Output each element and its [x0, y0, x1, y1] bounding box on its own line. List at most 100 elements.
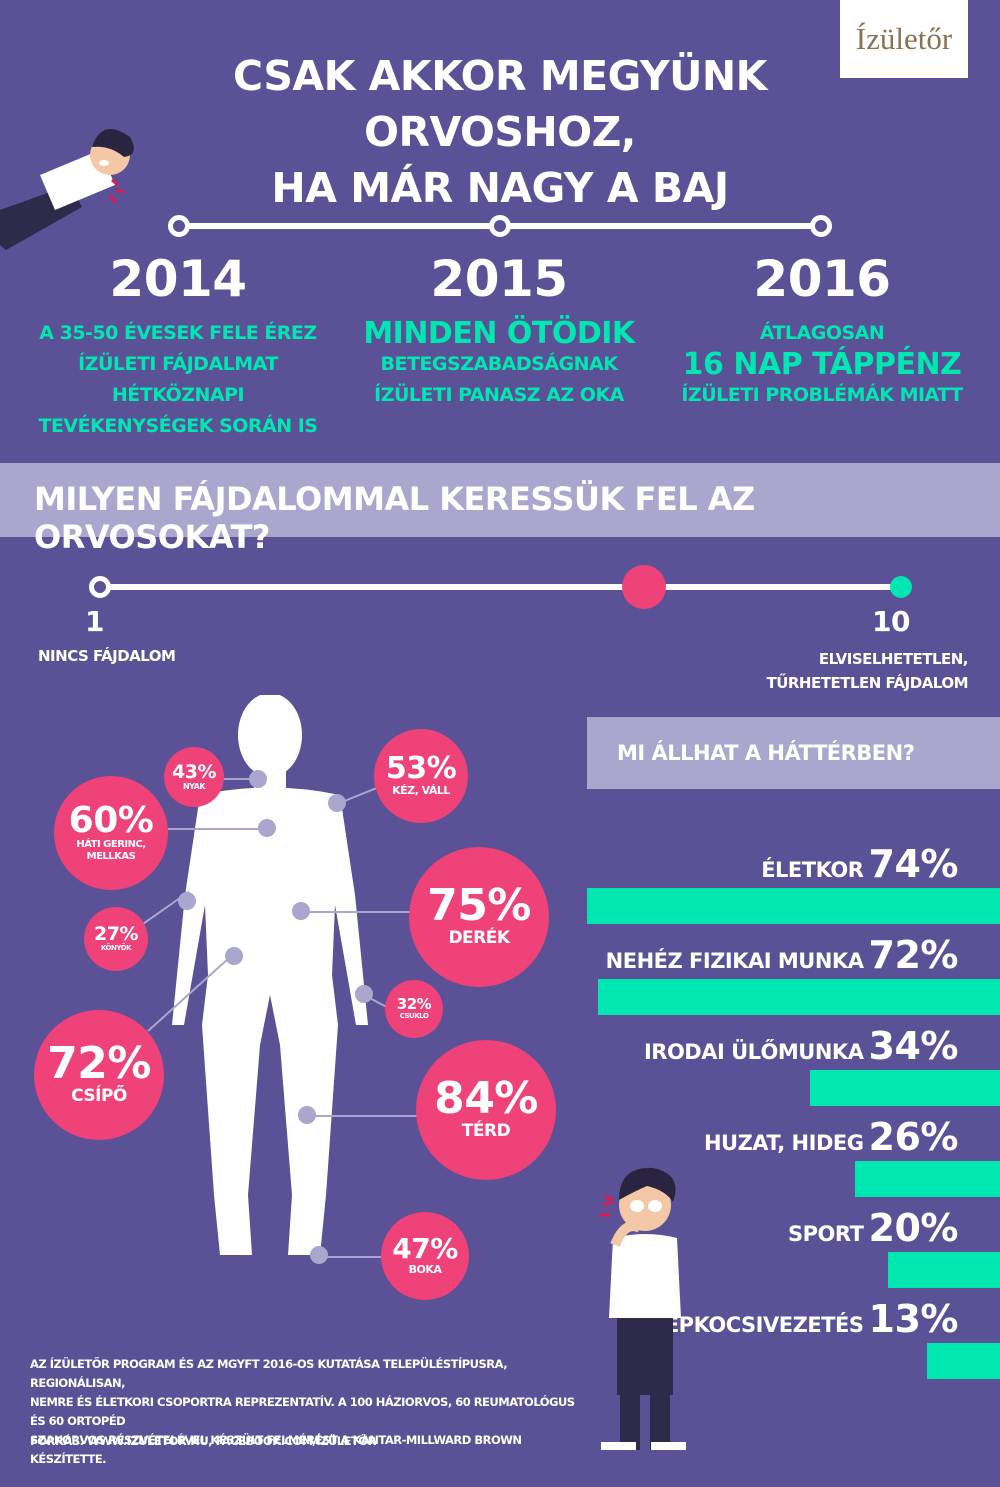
bubble-wrist-pct: 32% — [396, 995, 432, 1014]
year-2016-line-3: ÍZÜLETI PROBLÉMÁK MIATT — [681, 384, 963, 406]
footnote-line-1: AZ ÍZÜLETŐR PROGRAM ÉS AZ MGYFT 2016-OS … — [30, 1357, 508, 1390]
joint-neck — [249, 770, 267, 788]
year-2016: 2016 — [753, 250, 891, 308]
leader-ankle — [318, 1256, 388, 1258]
year-2016-line-2: 16 NAP TÁPPÉNZ — [682, 347, 962, 382]
timeline-dot-2015 — [489, 215, 511, 237]
causes-title: MI ÁLLHAT A HÁTTÉRBEN? — [617, 741, 915, 765]
bubble-neck-pct: 43% — [172, 760, 216, 783]
joint-elbow — [178, 892, 196, 910]
cause-value: 13% — [868, 1297, 959, 1341]
section-title: MILYEN FÁJDALOMMAL KERESSÜK FEL AZ ORVOS… — [34, 480, 755, 556]
bubble-waist-label: DERÉK — [448, 928, 510, 949]
cause-value: 72% — [868, 933, 959, 977]
man-with-neck-pain-illustration — [600, 1167, 686, 1450]
bubble-shoulder-pct: 53% — [385, 751, 457, 787]
cause-label-0: ÉLETKOR 74% — [761, 842, 958, 886]
pain-scale-min-label: NINCS FÁJDALOM — [38, 647, 176, 665]
leader-neck — [203, 778, 258, 780]
bubble-elbow: 27% KÖNYÖK — [84, 907, 148, 971]
pain-scale-max-label-2: TŰRHETETLEN FÁJDALOM — [766, 674, 968, 692]
cause-bar-1 — [598, 979, 1000, 1015]
bubble-ankle-label: BOKA — [408, 1263, 442, 1277]
brand-logo: Ízületőr — [840, 0, 968, 78]
cause-value: 26% — [868, 1115, 959, 1159]
pain-scale-max-value: 10 — [872, 605, 910, 638]
body-silhouette — [172, 695, 368, 1255]
headline-line-2: HA MÁR NAGY A BAJ — [271, 164, 729, 212]
cause-bar-5 — [927, 1343, 1000, 1379]
year-2016-text: ÁTLAGOSAN 16 NAP TÁPPÉNZ ÍZÜLETI PROBLÉM… — [657, 318, 987, 411]
bubble-knee-pct: 84% — [434, 1073, 538, 1125]
pain-scale-min-value: 1 — [85, 605, 104, 638]
source-line: FORRÁS: WWW.IZULETOR.HU, FACEBOOK.COM/ÍZ… — [30, 1434, 376, 1448]
footnote-line-3: SZAKORVOS RÉSZVÉTELÉVEL KÉSZÜLT FELMÉRÉS… — [30, 1433, 522, 1466]
leader-knee — [306, 1115, 421, 1117]
joint-hip — [225, 947, 243, 965]
joint-shoulder — [328, 794, 346, 812]
year-2014-line-1: A 35-50 ÉVESEK FELE ÉREZ — [39, 322, 317, 344]
bubble-chest-label: HÁTI GERINC, MELLKAS — [76, 838, 146, 863]
cause-name: HUZAT, HIDEG — [703, 1131, 864, 1155]
timeline-dot-2016 — [810, 215, 832, 237]
bubble-hip: 72% CSÍPŐ — [34, 1010, 164, 1140]
joint-waist — [292, 902, 310, 920]
bubble-elbow-pct: 27% — [94, 923, 138, 946]
cause-name: IRODAI ÜLŐMUNKA — [643, 1040, 864, 1064]
pain-scale-line — [100, 584, 900, 590]
bubble-chest-pct: 60% — [68, 799, 154, 841]
joint-ankle — [310, 1246, 328, 1264]
cause-name: GÉPKOCSIVEZETÉS — [648, 1313, 864, 1337]
cause-label-5: GÉPKOCSIVEZETÉS 13% — [648, 1297, 958, 1341]
pain-scale-max-label-1: ELVISELHETETLEN, — [818, 650, 969, 668]
cause-label-3: HUZAT, HIDEG 26% — [703, 1115, 959, 1159]
cause-value: 34% — [868, 1024, 959, 1068]
timeline-dot-2014 — [168, 215, 190, 237]
falling-man-illustration — [0, 129, 134, 250]
leader-chest — [168, 828, 268, 830]
headline-line-1: CSAK AKKOR MEGYÜNK ORVOSHOZ, — [233, 52, 767, 156]
joint-chest — [258, 819, 276, 837]
year-2014-text: A 35-50 ÉVESEK FELE ÉREZ ÍZÜLETI FÁJDALM… — [13, 318, 343, 442]
bubble-wrist-label: CSUKLÓ — [399, 1012, 429, 1021]
bubble-chest: 60% HÁTI GERINC, MELLKAS — [54, 776, 168, 890]
year-2016-line-1: ÁTLAGOSAN — [759, 322, 885, 344]
cause-value: 74% — [868, 842, 959, 886]
cause-label-4: SPORT 20% — [788, 1206, 958, 1250]
year-2015-text: MINDEN ÖTÖDIK BETEGSZABADSÁGNAK ÍZÜLETI … — [334, 318, 664, 411]
bubble-shoulder: 53% KÉZ, VÁLL — [374, 729, 468, 823]
bubble-ankle-pct: 47% — [392, 1232, 458, 1266]
cause-name: SPORT — [788, 1222, 864, 1246]
joint-wrist — [355, 985, 373, 1003]
bubble-elbow-label: KÖNYÖK — [100, 944, 132, 953]
bubble-knee-label: TÉRD — [461, 1121, 511, 1142]
bubble-waist: 75% DERÉK — [409, 847, 549, 987]
year-2014: 2014 — [109, 250, 247, 308]
year-2015-line-3: ÍZÜLETI PANASZ AZ OKA — [374, 384, 624, 406]
bubble-shoulder-label: KÉZ, VÁLL — [392, 784, 450, 798]
year-2015-line-2: BETEGSZABADSÁGNAK — [380, 353, 618, 375]
cause-bar-4 — [888, 1252, 1000, 1288]
pain-scale-max-label: ELVISELHETETLEN, TŰRHETETLEN FÁJDALOM — [766, 647, 968, 695]
footnote: AZ ÍZÜLETŐR PROGRAM ÉS AZ MGYFT 2016-OS … — [30, 1355, 590, 1469]
bubble-hip-label: CSÍPŐ — [71, 1086, 127, 1107]
bubble-waist-pct: 75% — [427, 880, 531, 932]
section-band — [0, 463, 1000, 537]
joint-knee — [298, 1106, 316, 1124]
pain-scale-marker — [622, 565, 666, 609]
bubble-hip-pct: 72% — [47, 1038, 151, 1090]
bubble-neck-label: NYAK — [182, 781, 206, 791]
year-2015: 2015 — [430, 250, 568, 308]
bubble-neck: 43% NYAK — [164, 747, 224, 807]
cause-bar-2 — [810, 1070, 1000, 1106]
year-2014-line-3: TEVÉKENYSÉGEK SORÁN IS — [38, 415, 318, 437]
cause-bar-0 — [587, 888, 1000, 924]
pain-scale-min-dot — [89, 576, 111, 598]
bubble-knee: 84% TÉRD — [416, 1040, 556, 1180]
cause-bar-3 — [855, 1161, 1000, 1197]
bubble-ankle: 47% BOKA — [381, 1212, 469, 1300]
cause-label-2: IRODAI ÜLŐMUNKA 34% — [643, 1024, 959, 1068]
cause-name: ÉLETKOR — [761, 858, 864, 882]
cause-value: 20% — [868, 1206, 959, 1250]
year-2015-line-1: MINDEN ÖTÖDIK — [363, 316, 635, 351]
